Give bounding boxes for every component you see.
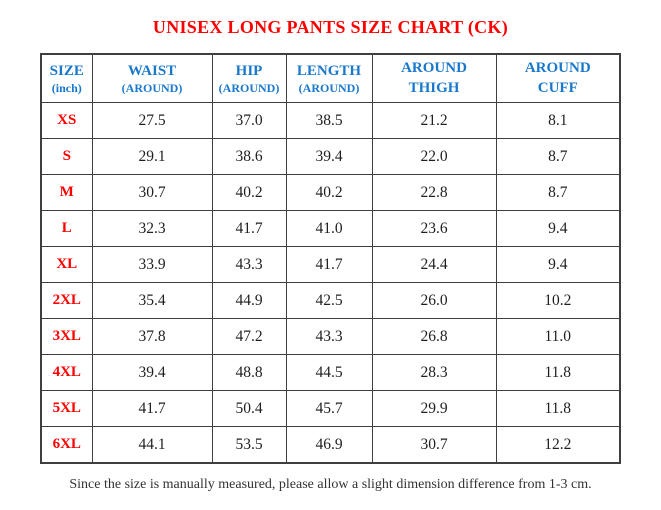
measurement-value: 8.7 [495,174,621,211]
measurement-value: 27.5 [91,102,213,139]
header-cell-2: HIP (AROUND) [211,53,287,103]
size-row-xs: XS 27.5 37.0 38.5 21.2 8.1 [40,102,621,139]
measurement-value: 11.0 [495,318,621,355]
size-label: XL [40,246,93,283]
size-label: 4XL [40,354,93,391]
header-line1: LENGTH [296,62,362,79]
size-row-l: L 32.3 41.7 41.0 23.6 9.4 [40,210,621,247]
size-label: 6XL [40,426,93,464]
measurement-value: 21.2 [371,102,497,139]
measurement-value: 43.3 [211,246,287,283]
measurement-value: 23.6 [371,210,497,247]
measurement-value: 50.4 [211,390,287,427]
measurement-value: 44.1 [91,426,213,464]
header-line2: (AROUND) [218,81,280,96]
measurement-value: 35.4 [91,282,213,319]
header-line1: HIP [235,62,263,79]
header-cell-4: AROUND THIGH [371,53,497,103]
measurement-value: 30.7 [371,426,497,464]
header-line2: (AROUND) [121,81,183,96]
measurement-value: 12.2 [495,426,621,464]
size-label: 5XL [40,390,93,427]
header-line1: SIZE [49,62,84,79]
header-line1: AROUND [524,60,591,77]
measurement-value: 11.8 [495,354,621,391]
header-line1: WAIST [127,62,177,79]
measurement-value: 41.7 [211,210,287,247]
measurement-value: 41.7 [91,390,213,427]
measurement-value: 38.5 [285,102,373,139]
measurement-value: 37.8 [91,318,213,355]
size-label: M [40,174,93,211]
measurement-value: 40.2 [211,174,287,211]
measurement-value: 41.0 [285,210,373,247]
measurement-value: 9.4 [495,246,621,283]
header-line2: CUFF [537,79,578,96]
header-line2: (AROUND) [298,81,360,96]
size-row-m: M 30.7 40.2 40.2 22.8 8.7 [40,174,621,211]
measurement-value: 48.8 [211,354,287,391]
measurement-value: 40.2 [285,174,373,211]
measurement-value: 11.8 [495,390,621,427]
measurement-value: 33.9 [91,246,213,283]
measurement-value: 22.8 [371,174,497,211]
size-label: S [40,138,93,175]
size-label: 2XL [40,282,93,319]
size-chart-table: SIZE (inch) WAIST (AROUND) HIP (AROUND) LENGTH… [40,53,621,464]
measurement-value: 8.1 [495,102,621,139]
measurement-value: 37.0 [211,102,287,139]
header-cell-1: WAIST (AROUND) [91,53,213,103]
measurement-value: 26.0 [371,282,497,319]
header-cell-0: SIZE (inch) [40,53,93,103]
measurement-value: 29.1 [91,138,213,175]
measurement-value: 9.4 [495,210,621,247]
measurement-value: 30.7 [91,174,213,211]
measurement-value: 22.0 [371,138,497,175]
measurement-value: 29.9 [371,390,497,427]
size-row-s: S 29.1 38.6 39.4 22.0 8.7 [40,138,621,175]
measurement-value: 42.5 [285,282,373,319]
measurement-value: 39.4 [91,354,213,391]
size-label: XS [40,102,93,139]
measurement-value: 46.9 [285,426,373,464]
size-row-5xl: 5XL 41.7 50.4 45.7 29.9 11.8 [40,390,621,427]
size-label: L [40,210,93,247]
header-line2: (inch) [51,81,82,96]
measurement-value: 26.8 [371,318,497,355]
measurement-value: 43.3 [285,318,373,355]
measurement-value: 38.6 [211,138,287,175]
size-row-xl: XL 33.9 43.3 41.7 24.4 9.4 [40,246,621,283]
measurement-value: 47.2 [211,318,287,355]
header-row: SIZE (inch) WAIST (AROUND) HIP (AROUND) LENGTH… [40,53,621,103]
measurement-value: 45.7 [285,390,373,427]
footer-note: Since the size is manually measured, ple… [69,477,592,492]
size-row-3xl: 3XL 37.8 47.2 43.3 26.8 11.0 [40,318,621,355]
measurement-value: 10.2 [495,282,621,319]
measurement-value: 39.4 [285,138,373,175]
size-label: 3XL [40,318,93,355]
measurement-value: 41.7 [285,246,373,283]
measurement-value: 28.3 [371,354,497,391]
measurement-value: 44.9 [211,282,287,319]
measurement-value: 8.7 [495,138,621,175]
size-row-2xl: 2XL 35.4 44.9 42.5 26.0 10.2 [40,282,621,319]
measurement-value: 24.4 [371,246,497,283]
size-row-6xl: 6XL 44.1 53.5 46.9 30.7 12.2 [40,426,621,464]
header-line2: THIGH [408,79,460,96]
header-line1: AROUND [401,60,467,77]
measurement-value: 44.5 [285,354,373,391]
header-cell-5: AROUND CUFF [495,53,621,103]
page-title: UNISEX LONG PANTS SIZE CHART (CK) [152,17,509,37]
measurement-value: 32.3 [91,210,213,247]
measurement-value: 53.5 [211,426,287,464]
header-cell-3: LENGTH (AROUND) [285,53,373,103]
size-row-4xl: 4XL 39.4 48.8 44.5 28.3 11.8 [40,354,621,391]
